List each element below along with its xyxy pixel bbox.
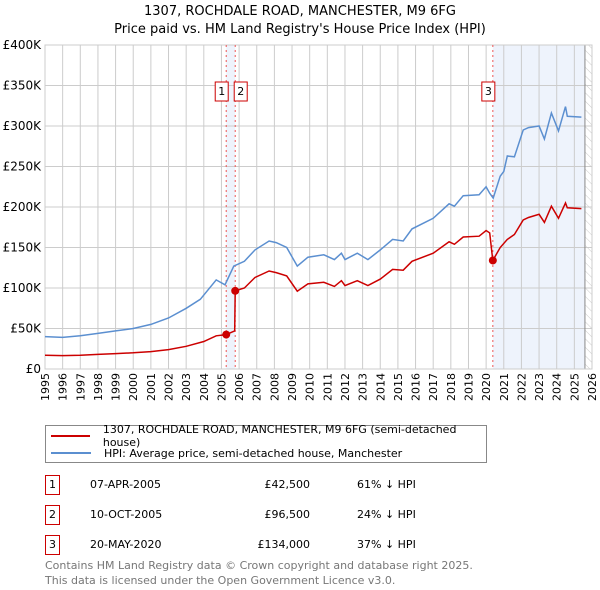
x-tick-label: 2024 — [551, 373, 564, 401]
x-tick-label: 2004 — [198, 373, 211, 401]
x-tick-label: 1998 — [92, 373, 105, 401]
plot-frame — [44, 44, 593, 370]
sale-date: 07-APR-2005 — [90, 478, 162, 491]
x-tick-label: 2005 — [215, 373, 228, 401]
y-tick-label: £100K — [3, 281, 43, 295]
sale-price: £96,500 — [264, 508, 311, 521]
x-tick-label: 2019 — [462, 373, 475, 401]
x-tick-label: 2011 — [321, 373, 334, 401]
footer-copyright: Contains HM Land Registry data © Crown c… — [45, 559, 473, 572]
sale-marker-box: 3 — [45, 535, 60, 555]
x-tick-label: 2009 — [286, 373, 299, 401]
x-tick-label: 2017 — [427, 373, 440, 401]
x-tick-label: 2008 — [268, 373, 281, 401]
sale-row: 1 07-APR-2005 £42,500 61% ↓ HPI — [45, 475, 495, 495]
legend-label: 1307, ROCHDALE ROAD, MANCHESTER, M9 6FG … — [102, 423, 457, 449]
y-tick-label: £150K — [3, 241, 43, 255]
property-series-line — [44, 201, 582, 357]
y-tick-label: £0 — [26, 362, 41, 376]
x-tick-label: 2021 — [498, 373, 511, 401]
x-tick-label: 1996 — [57, 373, 70, 401]
chart-title-line2: Price paid vs. HM Land Registry's House … — [114, 22, 486, 37]
sale-hpi-diff: 61% ↓ HPI — [357, 478, 416, 491]
x-tick-label: 2013 — [357, 373, 370, 401]
x-tick-label: 2007 — [251, 373, 264, 401]
x-tick-label: 2015 — [392, 373, 405, 401]
sale-row: 2 10-OCT-2005 £96,500 24% ↓ HPI — [45, 505, 495, 525]
y-tick-label: £200K — [3, 200, 43, 214]
x-tick-label: 2023 — [533, 373, 546, 401]
sale-date: 10-OCT-2005 — [90, 508, 163, 521]
sale-marker-box: 2 — [45, 505, 60, 525]
sale-hpi-diff: 24% ↓ HPI — [357, 508, 416, 521]
sale-hpi-diff: 37% ↓ HPI — [357, 538, 416, 551]
x-tick-label: 2020 — [480, 373, 493, 401]
x-tick-label: 2001 — [145, 373, 158, 401]
x-tick-label: 2000 — [127, 373, 140, 401]
sale-label-box — [214, 81, 229, 102]
footer-licence: This data is licensed under the Open Gov… — [45, 574, 396, 587]
sale-row: 3 20-MAY-2020 £134,000 37% ↓ HPI — [45, 535, 495, 555]
legend-line-red — [51, 435, 90, 437]
x-tick-label: 2003 — [180, 373, 193, 401]
legend-label: HPI: Average price, semi-detached house,… — [104, 446, 403, 460]
y-tick-label: £400K — [3, 38, 43, 52]
sale-label-box — [233, 81, 248, 102]
sale-marker-box: 1 — [45, 475, 60, 495]
x-tick-label: 2026 — [586, 373, 599, 401]
y-tick-label: £350K — [3, 79, 43, 93]
y-tick-label: £250K — [3, 160, 43, 174]
sale-label-box — [481, 81, 496, 102]
x-tick-label: 2006 — [233, 373, 246, 401]
x-tick-label: 2002 — [163, 373, 176, 401]
x-tick-label: 2022 — [515, 373, 528, 401]
sale-price: £134,000 — [257, 538, 311, 551]
sale-point — [231, 286, 240, 295]
legend-line-blue — [51, 452, 91, 454]
y-tick-label: £50K — [10, 322, 42, 336]
sale-label: 1 — [218, 85, 225, 98]
x-tick-label: 2012 — [339, 373, 352, 401]
hpi-series-line — [44, 106, 582, 339]
chart-title-line1: 1307, ROCHDALE ROAD, MANCHESTER, M9 6FG — [144, 4, 456, 19]
sale-label: 2 — [237, 85, 244, 98]
sale-point — [222, 330, 231, 339]
legend-item-property: 1307, ROCHDALE ROAD, MANCHESTER, M9 6FG … — [46, 423, 486, 449]
sale-price: £42,500 — [264, 478, 311, 491]
x-tick-label: 2010 — [304, 373, 317, 401]
x-tick-label: 2016 — [410, 373, 423, 401]
x-tick-label: 1995 — [39, 373, 52, 401]
x-tick-label: 1997 — [74, 373, 87, 401]
sale-label: 3 — [485, 85, 492, 98]
price-chart: 1995 1996 1997 1998 1999 2000 2001 2002 2003 2004… — [3, 38, 599, 401]
sale-date: 20-MAY-2020 — [90, 538, 162, 551]
x-tick-label: 2014 — [374, 373, 387, 401]
sale-point — [488, 256, 497, 265]
y-tick-label: £300K — [3, 119, 43, 133]
legend: 1307, ROCHDALE ROAD, MANCHESTER, M9 6FG … — [45, 423, 487, 463]
x-tick-label: 2025 — [568, 373, 581, 401]
legend-item-hpi: HPI: Average price, semi-detached house,… — [46, 445, 402, 461]
x-tick-label: 2018 — [445, 373, 458, 401]
x-tick-label: 1999 — [110, 373, 123, 401]
